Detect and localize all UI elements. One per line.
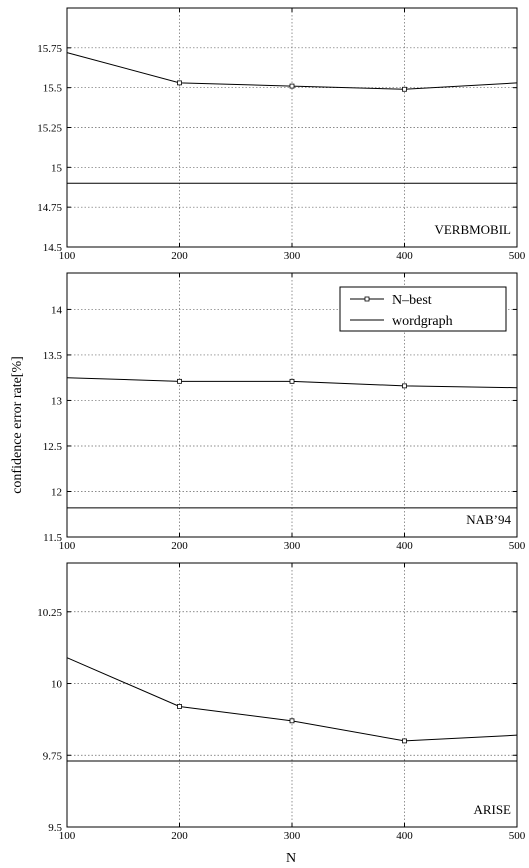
x-tick-label: 100 bbox=[59, 540, 76, 552]
x-tick-label: 500 bbox=[509, 250, 526, 262]
y-tick-label: 14.75 bbox=[37, 202, 62, 214]
x-tick-label: 400 bbox=[396, 830, 413, 842]
y-tick-label: 12.5 bbox=[43, 441, 63, 453]
chart-panel-3: 100 200 300 400 500 9.5 9.75 10 10.25 ARISE bbox=[37, 562, 526, 842]
chart-panel-1: 100 200 300 400 500 14.5 14.75 15 15.25 15.5 15.75… bbox=[37, 7, 526, 262]
x-tick-label: 400 bbox=[396, 540, 413, 552]
x-tick-label: 500 bbox=[509, 540, 526, 552]
chart-panel-2: 100 200 300 400 500 11.5 12 12.5 13 13.5 14 NAB’94 N… bbox=[43, 272, 526, 552]
x-tick-label: 100 bbox=[59, 830, 76, 842]
nbest-point bbox=[177, 704, 182, 709]
y-tick-label: 14 bbox=[51, 304, 63, 316]
y-tick-label: 11.5 bbox=[43, 532, 62, 544]
y-tick-label: 9.5 bbox=[48, 822, 62, 834]
y-tick-label: 15.5 bbox=[43, 83, 63, 95]
y-tick-label: 10.25 bbox=[37, 607, 62, 619]
x-tick-label: 500 bbox=[509, 830, 526, 842]
nbest-point bbox=[402, 86, 407, 92]
nbest-point bbox=[177, 378, 182, 384]
y-tick-label: 15.75 bbox=[37, 43, 62, 55]
nbest-point bbox=[402, 738, 407, 744]
y-tick-label: 15.25 bbox=[37, 123, 62, 135]
x-tick-label: 200 bbox=[171, 250, 188, 262]
x-axis-title: N bbox=[286, 851, 296, 866]
panel-label: ARISE bbox=[473, 802, 511, 817]
x-tick-label: 300 bbox=[284, 540, 301, 552]
panel-label: NAB’94 bbox=[466, 512, 511, 527]
x-tick-label: 300 bbox=[284, 250, 301, 262]
nbest-point bbox=[402, 383, 407, 389]
x-tick-label: 200 bbox=[171, 540, 188, 552]
y-tick-label: 10 bbox=[51, 679, 63, 691]
legend-marker-nbest bbox=[364, 296, 370, 302]
legend-label-wordgraph: wordgraph bbox=[392, 314, 453, 329]
legend-label-nbest: N–best bbox=[392, 293, 432, 308]
y-axis-title: confidence error rate[%] bbox=[10, 356, 25, 494]
y-tick-label: 15 bbox=[51, 162, 63, 174]
nbest-point bbox=[289, 378, 295, 384]
y-tick-label: 13.5 bbox=[43, 350, 63, 362]
x-tick-label: 400 bbox=[396, 250, 413, 262]
nbest-point bbox=[289, 718, 295, 724]
legend: N–best wordgraph bbox=[339, 286, 507, 332]
legend-box bbox=[339, 286, 507, 332]
x-tick-label: 200 bbox=[171, 830, 188, 842]
panel-label: VERBMOBIL bbox=[434, 222, 511, 237]
y-tick-label: 14.5 bbox=[43, 242, 63, 254]
y-tick-label: 9.75 bbox=[43, 750, 63, 762]
nbest-point bbox=[289, 83, 295, 89]
x-tick-label: 300 bbox=[284, 830, 301, 842]
y-tick-label: 13 bbox=[51, 395, 63, 407]
x-tick-label: 100 bbox=[59, 250, 76, 262]
y-tick-label: 12 bbox=[51, 486, 62, 498]
nbest-point bbox=[177, 80, 182, 86]
